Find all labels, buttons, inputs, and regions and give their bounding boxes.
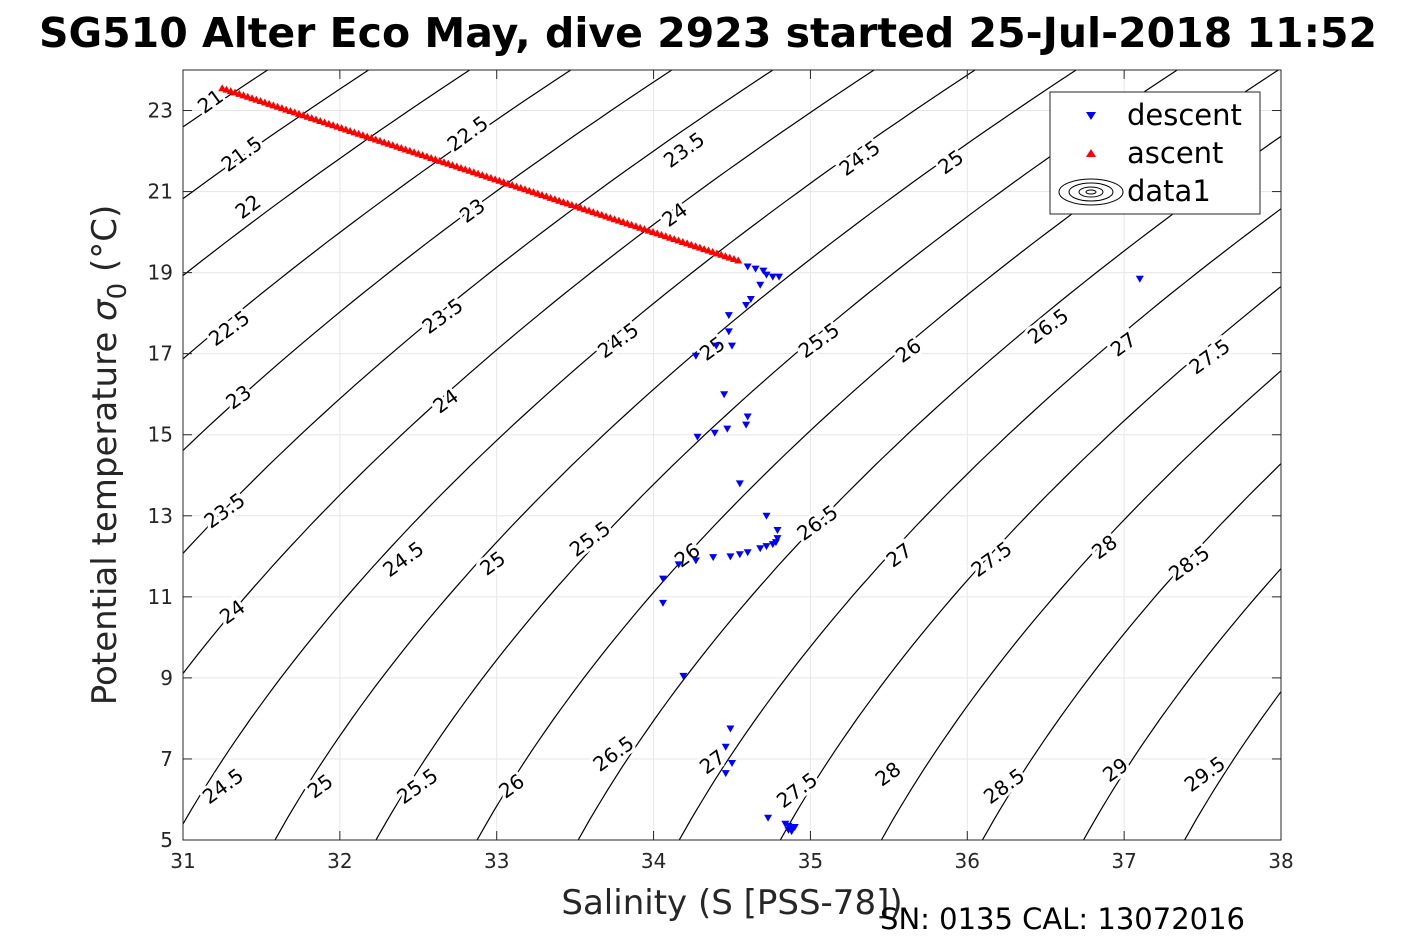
y-tick-label: 23 xyxy=(148,99,173,123)
y-tick-label: 7 xyxy=(160,747,173,771)
y-axis-label-main: Potential temperature xyxy=(85,321,125,705)
y-tick-label: 19 xyxy=(148,261,173,285)
y-tick-label: 9 xyxy=(160,666,173,690)
legend: descent ascent data1 xyxy=(1050,92,1260,214)
y-tick-label: 21 xyxy=(148,180,173,204)
x-tick-label: 33 xyxy=(484,849,509,873)
legend-descent-label: descent xyxy=(1127,98,1242,132)
x-tick-label: 32 xyxy=(327,849,352,873)
x-axis-label: Salinity (S [PSS-78]) xyxy=(561,883,902,923)
y-tick-label: 17 xyxy=(148,342,173,366)
legend-ascent-label: ascent xyxy=(1127,136,1223,170)
y-tick-label: 11 xyxy=(148,585,173,609)
x-tick-label: 34 xyxy=(641,849,666,873)
x-tick-label: 38 xyxy=(1268,849,1293,873)
x-tick-label: 35 xyxy=(798,849,823,873)
y-tick-label: 13 xyxy=(148,504,173,528)
chart-title: SG510 Alter Eco May, dive 2923 started 2… xyxy=(39,9,1377,57)
x-tick-label: 31 xyxy=(170,849,195,873)
y-axis-label-sigma: σ xyxy=(85,298,125,321)
y-axis-label-unit: (°C) xyxy=(85,205,125,283)
x-tick-label: 37 xyxy=(1111,849,1136,873)
y-axis-label-subscript: 0 xyxy=(103,283,133,300)
y-tick-label: 5 xyxy=(160,828,173,852)
legend-data1-label: data1 xyxy=(1127,174,1211,208)
x-tick-label: 36 xyxy=(955,849,980,873)
y-tick-label: 15 xyxy=(148,423,173,447)
instrument-footer: SN: 0135 CAL: 13072016 xyxy=(880,902,1245,936)
